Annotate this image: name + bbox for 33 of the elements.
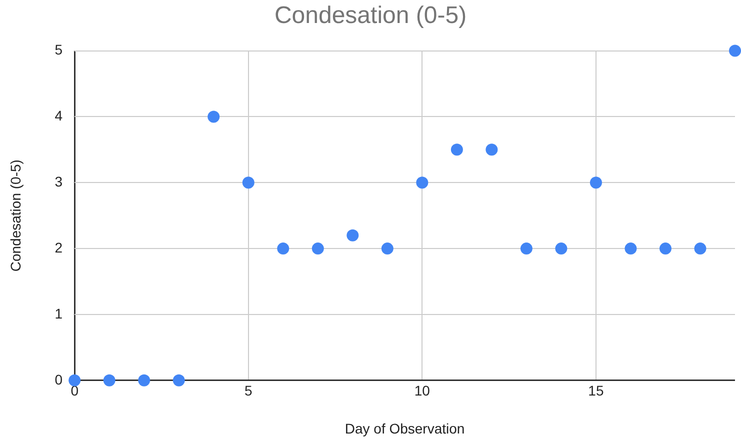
y-tick-label: 2 — [54, 239, 63, 256]
point — [486, 144, 498, 156]
x-tick-label: 10 — [414, 382, 430, 399]
chart-title: Condesation (0-5) — [274, 2, 467, 30]
x-tick-label: 5 — [244, 382, 252, 399]
point — [450, 144, 463, 156]
y-tick-label: 4 — [54, 108, 63, 124]
point — [659, 242, 672, 255]
point — [103, 374, 116, 386]
y-axis-title: Condesation (0-5) — [7, 160, 24, 272]
point — [346, 229, 359, 242]
y-tick-label: 3 — [54, 174, 63, 190]
point — [381, 242, 394, 255]
point — [624, 242, 637, 255]
point — [555, 242, 568, 255]
x-axis-title: Day of Observation — [344, 420, 465, 436]
point — [277, 242, 290, 255]
y-tick-label: 0 — [54, 371, 63, 388]
point — [520, 242, 532, 255]
point — [694, 242, 706, 255]
point — [138, 374, 150, 386]
point — [590, 176, 602, 189]
point — [729, 44, 741, 57]
point — [172, 374, 185, 386]
y-tick-label: 1 — [54, 305, 63, 322]
point — [208, 110, 220, 123]
x-tick-label: 0 — [70, 382, 79, 399]
point — [68, 374, 81, 386]
x-tick-label: 15 — [588, 382, 604, 399]
point — [312, 242, 324, 255]
point — [416, 176, 428, 189]
y-tick-label: 5 — [54, 42, 63, 58]
point — [242, 176, 254, 189]
